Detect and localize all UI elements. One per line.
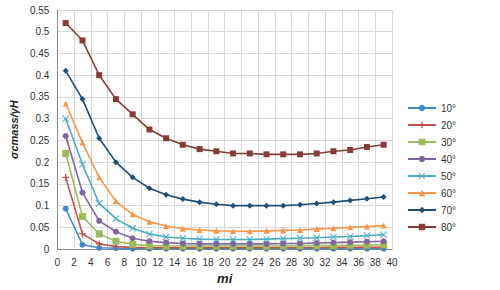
- svg-text:0.3: 0.3: [35, 113, 49, 124]
- svg-text:18: 18: [202, 257, 214, 268]
- svg-text:40°: 40°: [441, 154, 456, 165]
- svg-text:26: 26: [269, 257, 281, 268]
- svg-text:24: 24: [253, 257, 265, 268]
- svg-text:8: 8: [122, 257, 128, 268]
- svg-text:50°: 50°: [441, 171, 456, 182]
- svg-text:36: 36: [353, 257, 365, 268]
- svg-text:16: 16: [186, 257, 198, 268]
- svg-text:0: 0: [55, 257, 61, 268]
- svg-text:40: 40: [386, 257, 398, 268]
- svg-text:22: 22: [236, 257, 248, 268]
- svg-text:mi: mi: [217, 271, 233, 286]
- svg-text:14: 14: [169, 257, 181, 268]
- svg-text:0.45: 0.45: [30, 48, 50, 59]
- svg-text:0.5: 0.5: [35, 26, 49, 37]
- svg-text:6: 6: [105, 257, 111, 268]
- svg-text:12: 12: [152, 257, 164, 268]
- svg-text:30°: 30°: [441, 137, 456, 148]
- svg-text:32: 32: [320, 257, 332, 268]
- svg-text:30: 30: [303, 257, 315, 268]
- svg-text:70°: 70°: [441, 205, 456, 216]
- svg-text:28: 28: [286, 257, 298, 268]
- svg-text:20°: 20°: [441, 120, 456, 131]
- svg-text:0.35: 0.35: [30, 91, 50, 102]
- svg-text:60°: 60°: [441, 188, 456, 199]
- svg-text:38: 38: [370, 257, 382, 268]
- svg-text:34: 34: [336, 257, 348, 268]
- svg-text:10°: 10°: [441, 103, 456, 114]
- svg-text:0.05: 0.05: [30, 222, 50, 233]
- svg-text:10: 10: [135, 257, 147, 268]
- svg-text:0.4: 0.4: [35, 70, 49, 81]
- svg-text:80°: 80°: [441, 222, 456, 233]
- svg-text:4: 4: [88, 257, 94, 268]
- svg-text:0.15: 0.15: [30, 178, 50, 189]
- svg-text:0.1: 0.1: [35, 200, 49, 211]
- svg-text:20: 20: [219, 257, 231, 268]
- svg-text:0.2: 0.2: [35, 157, 49, 168]
- svg-text:2: 2: [71, 257, 77, 268]
- svg-text:σcmass/γH: σcmass/γH: [8, 99, 20, 159]
- svg-text:0.55: 0.55: [30, 5, 50, 16]
- svg-text:0: 0: [44, 244, 50, 255]
- svg-text:0.25: 0.25: [30, 135, 50, 146]
